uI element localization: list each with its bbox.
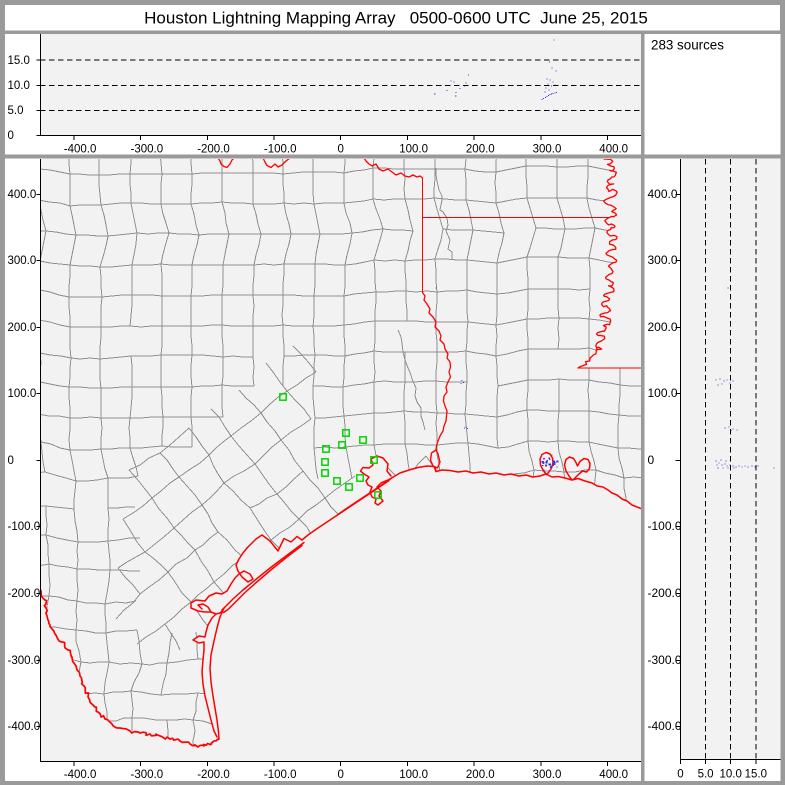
svg-text:300.0: 300.0	[533, 144, 562, 156]
svg-text:100.0: 100.0	[8, 388, 37, 400]
svg-text:0: 0	[337, 144, 343, 156]
svg-text:300.0: 300.0	[8, 255, 37, 267]
svg-text:0: 0	[8, 455, 14, 467]
svg-text:-300.0: -300.0	[130, 769, 163, 781]
svg-text:-100.0: -100.0	[264, 144, 297, 156]
svg-text:0: 0	[648, 453, 655, 467]
svg-text:-400.0: -400.0	[64, 144, 97, 156]
svg-text:200.0: 200.0	[8, 322, 37, 334]
svg-text:400.0: 400.0	[599, 144, 628, 156]
svg-text:100.0: 100.0	[399, 769, 428, 781]
svg-text:10.0: 10.0	[8, 80, 30, 92]
svg-text:10.0: 10.0	[720, 769, 742, 781]
svg-text:-100.0: -100.0	[648, 519, 682, 533]
svg-text:100.0: 100.0	[648, 386, 678, 400]
svg-text:200.0: 200.0	[466, 769, 495, 781]
svg-text:300.0: 300.0	[533, 769, 562, 781]
svg-text:-300.0: -300.0	[648, 653, 682, 667]
svg-text:200.0: 200.0	[648, 320, 678, 334]
svg-text:0: 0	[8, 130, 14, 142]
svg-text:300.0: 300.0	[648, 253, 678, 267]
svg-text:-200.0: -200.0	[648, 586, 682, 600]
svg-text:-200.0: -200.0	[8, 588, 41, 600]
svg-text:0: 0	[337, 769, 343, 781]
svg-text:5.0: 5.0	[8, 105, 24, 117]
svg-text:400.0: 400.0	[599, 769, 628, 781]
svg-text:0: 0	[677, 769, 683, 781]
svg-text:-400.0: -400.0	[8, 721, 41, 733]
svg-text:400.0: 400.0	[8, 189, 37, 201]
svg-text:-100.0: -100.0	[264, 769, 297, 781]
svg-text:200.0: 200.0	[466, 144, 495, 156]
svg-text:-300.0: -300.0	[8, 655, 41, 667]
svg-text:15.0: 15.0	[8, 55, 30, 67]
svg-text:-100.0: -100.0	[8, 521, 41, 533]
svg-text:100.0: 100.0	[399, 144, 428, 156]
svg-text:5.0: 5.0	[698, 769, 714, 781]
svg-text:400.0: 400.0	[648, 187, 678, 201]
svg-text:-400.0: -400.0	[648, 719, 682, 733]
svg-text:15.0: 15.0	[745, 769, 767, 781]
svg-text:-200.0: -200.0	[197, 769, 230, 781]
svg-text:-200.0: -200.0	[197, 144, 230, 156]
svg-text:Houston Lightning Mapping Arra: Houston Lightning Mapping Array 0500-060…	[144, 9, 648, 28]
svg-text:283 sources: 283 sources	[651, 38, 724, 53]
svg-text:-400.0: -400.0	[64, 769, 97, 781]
svg-text:-300.0: -300.0	[130, 144, 163, 156]
